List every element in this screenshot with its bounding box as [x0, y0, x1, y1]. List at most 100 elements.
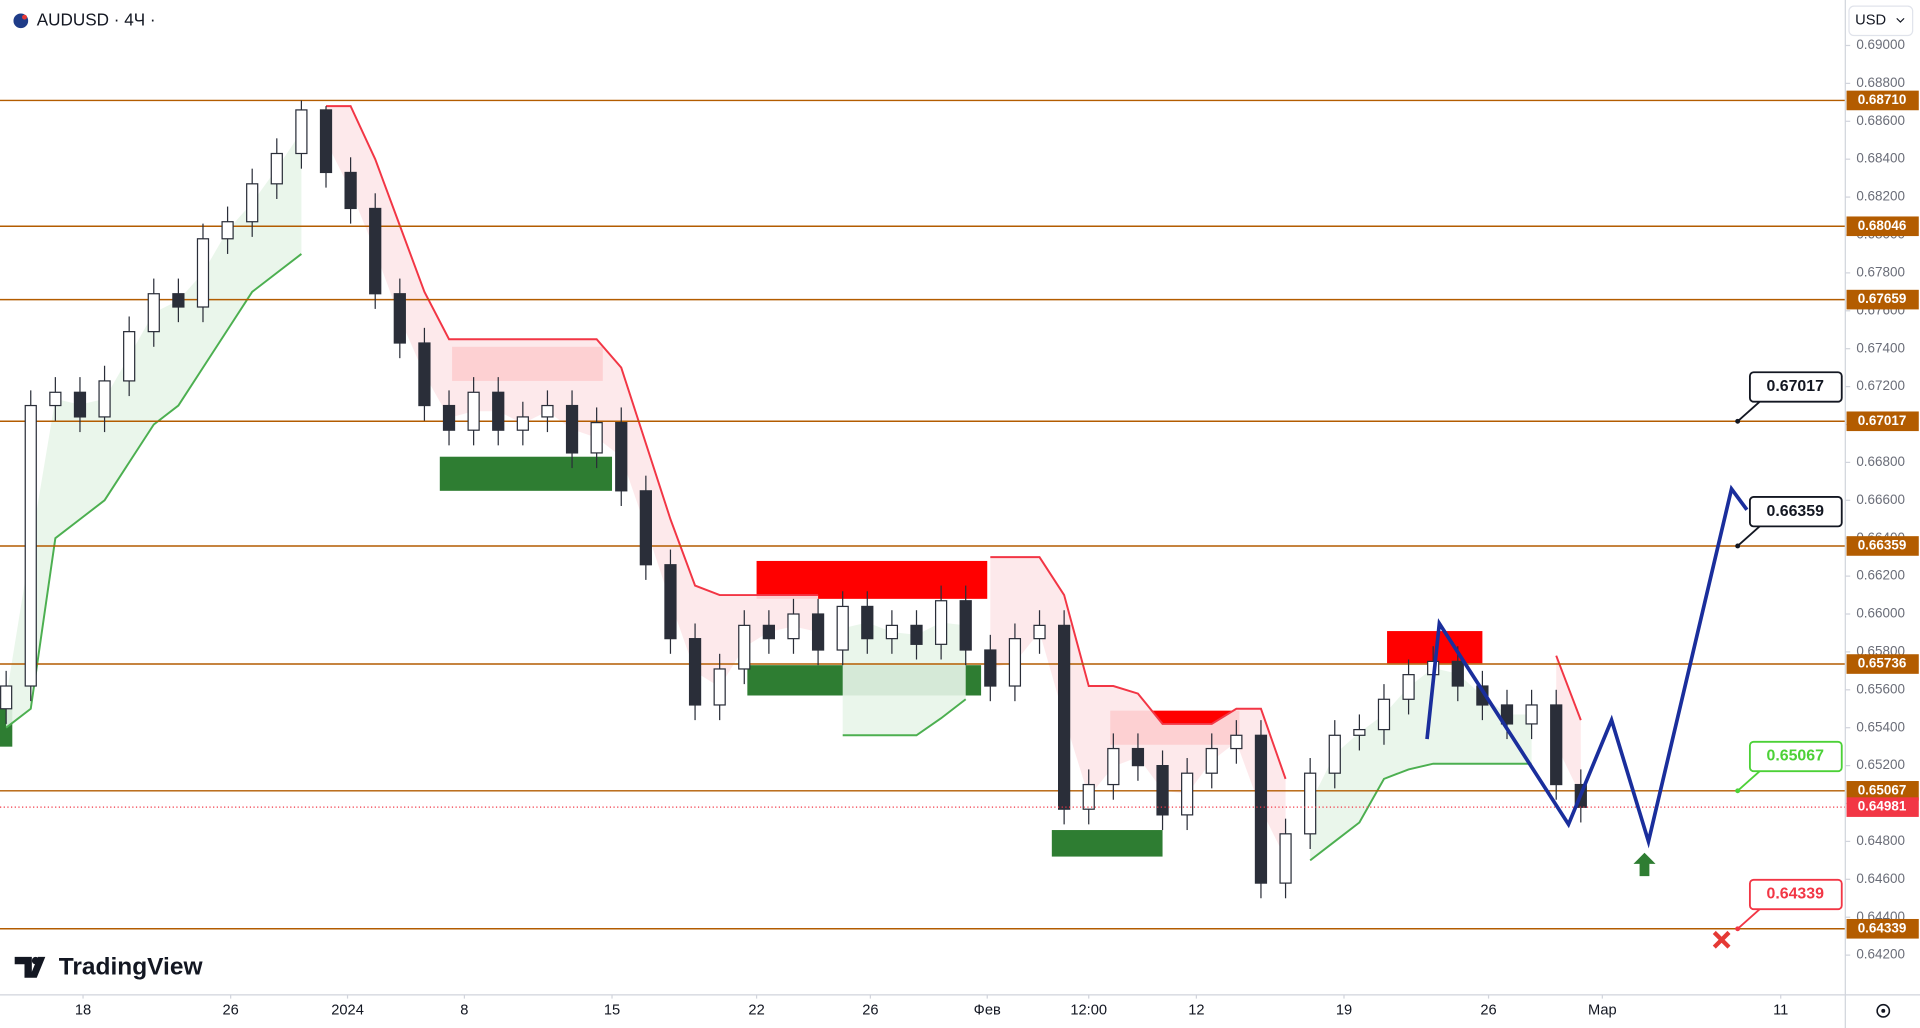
candle-body — [1205, 747, 1218, 774]
candle-body — [393, 293, 406, 344]
watermark: TradingView — [14, 953, 203, 980]
buy-arrow — [1633, 852, 1656, 877]
candle-body — [787, 613, 800, 640]
level-label: 0.66359 — [1858, 538, 1907, 553]
candle-body — [123, 331, 136, 382]
candle-body — [270, 152, 283, 185]
level-label-box — [1846, 536, 1919, 556]
symbol-title: AUDUSD · 4Ч · — [37, 9, 156, 29]
candle-body — [1254, 734, 1268, 884]
x-tick-label: 26 — [222, 1003, 238, 1019]
level-label-box — [1846, 781, 1919, 801]
candle-body — [713, 668, 726, 706]
x-tick-label: 26 — [862, 1003, 878, 1019]
x-tick-label: 22 — [748, 1003, 764, 1019]
candle-body — [369, 207, 382, 295]
x-tick-label: Мар — [1588, 1003, 1617, 1019]
candle-body — [885, 624, 899, 640]
candle-body — [295, 109, 308, 155]
watermark-icon-dot — [31, 956, 40, 965]
candle-body — [1008, 638, 1022, 687]
candle-body — [1402, 674, 1415, 700]
candle-body — [565, 404, 579, 454]
settings-icon[interactable] — [1876, 1003, 1891, 1018]
overlay: 0.68710 0.68046 0.67659 0.67017 0.66359 0.657… — [1425, 90, 1919, 939]
y-tick-label: 0.64800 — [1856, 833, 1905, 848]
level-label: 0.65067 — [1858, 782, 1907, 797]
y-tick-label: 0.68200 — [1856, 189, 1905, 204]
candle-body — [172, 293, 185, 308]
x-tick-label: 2024 — [331, 1003, 364, 1019]
currency-chevron[interactable] — [1896, 17, 1905, 23]
trend-line — [1555, 655, 1582, 721]
candle-body — [147, 293, 160, 333]
candle-body — [738, 624, 751, 670]
candle-body — [615, 421, 628, 492]
callout-pointer — [1737, 770, 1761, 792]
trend-line — [990, 556, 1287, 780]
candle-body — [492, 391, 505, 431]
level-label-box — [1846, 216, 1919, 237]
settings-icon-center[interactable] — [1881, 1008, 1886, 1013]
currency-box[interactable] — [1848, 5, 1914, 37]
callout-anchor — [1735, 926, 1741, 932]
trend-fill — [6, 131, 302, 728]
trend-fill — [1556, 655, 1581, 796]
candle-body — [639, 490, 652, 566]
y-tick-label: 0.69000 — [1856, 37, 1905, 52]
candle-body — [959, 600, 972, 651]
candle-body — [0, 685, 13, 710]
candle-body — [1476, 685, 1489, 706]
candle-body — [1279, 833, 1292, 884]
price-axis-panel — [1845, 0, 1920, 1028]
y-tick-label: 0.67200 — [1856, 378, 1905, 393]
trend-line — [1309, 762, 1532, 862]
callout-label: 0.66359 — [1766, 503, 1824, 520]
callout-pointer — [1737, 908, 1761, 930]
zone — [439, 456, 613, 491]
candle-body — [1377, 698, 1391, 731]
candle-body — [910, 624, 923, 645]
currency-selector[interactable]: USD — [1848, 5, 1914, 37]
callout-box — [1748, 371, 1843, 403]
level-label-box — [1846, 654, 1919, 674]
callout-anchor — [1735, 418, 1741, 424]
level-label: 0.68710 — [1858, 92, 1907, 107]
candle-body — [836, 605, 849, 651]
callout-box — [1748, 496, 1843, 528]
x-tick-label: 19 — [1336, 1003, 1352, 1019]
candle-body — [221, 221, 234, 240]
y-tick-label: 0.64600 — [1856, 871, 1905, 886]
y-tick-label: 0.66800 — [1856, 454, 1905, 469]
x-tick-label: Фев — [974, 1003, 1001, 1019]
candle-body — [1033, 624, 1046, 640]
level-label-box — [1846, 289, 1919, 310]
candle-body — [1230, 734, 1243, 750]
settings-button[interactable] — [1876, 1003, 1891, 1018]
forecast-path — [1425, 484, 1749, 849]
candle-body — [24, 404, 37, 687]
symbol-flag-dot — [22, 14, 27, 20]
y-tick-label: 0.67800 — [1856, 264, 1905, 279]
y-tick-label: 0.64200 — [1856, 947, 1905, 962]
candle-body — [1107, 747, 1120, 786]
callout-label: 0.64339 — [1766, 886, 1824, 903]
candle-body — [98, 380, 111, 418]
candle-body — [811, 613, 825, 651]
level-label: 0.67659 — [1858, 291, 1907, 306]
currency-label[interactable]: USD — [1855, 13, 1886, 29]
time-axis-panel — [0, 994, 1920, 1028]
callout-label: 0.65067 — [1766, 748, 1824, 765]
y-tick-label: 0.65400 — [1856, 719, 1905, 734]
y-tick-label: 0.66000 — [1856, 606, 1905, 621]
callout-box — [1748, 878, 1843, 911]
x-tick-label: 12 — [1188, 1003, 1204, 1019]
x-tick-label: 15 — [604, 1003, 620, 1019]
trend-line — [326, 105, 819, 597]
zone — [756, 560, 988, 599]
x-tick-label: 8 — [460, 1003, 468, 1019]
callout-pointer — [1737, 525, 1761, 547]
